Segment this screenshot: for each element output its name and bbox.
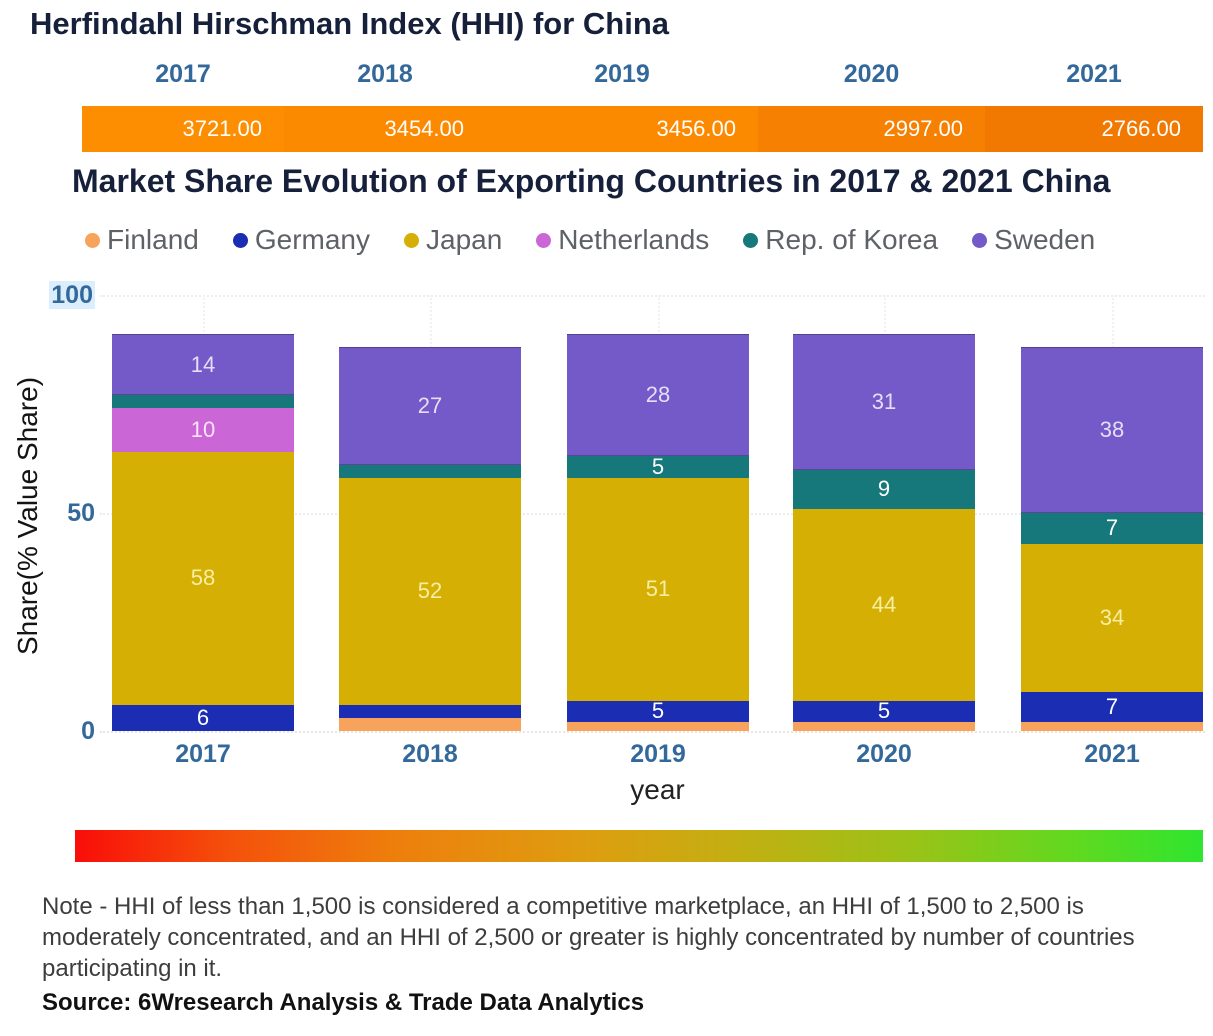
data-label: 27 — [417, 393, 443, 419]
stacked-bar-2017: 6 58 10 14 — [112, 334, 294, 731]
legend-label: Germany — [254, 224, 370, 255]
data-label: 6 — [196, 704, 210, 730]
legend-dot-icon — [743, 232, 759, 248]
bar-segment-2017-sweden[interactable]: 14 — [112, 334, 294, 396]
data-label: 51 — [645, 576, 671, 602]
note-text: Note - HHI of less than 1,500 is conside… — [42, 893, 1135, 982]
data-label: 52 — [417, 578, 443, 604]
bar-segment-2020-japan[interactable]: 44 — [793, 508, 975, 701]
legend-dot-icon — [404, 232, 419, 248]
hhi-color-scale-gradient — [75, 830, 1203, 862]
data-label: 5 — [877, 698, 891, 724]
legend-dot-icon — [85, 232, 100, 248]
y-tick-50: 50 — [67, 499, 95, 527]
legend-item-rep-of-korea[interactable]: Rep. of Korea — [743, 224, 938, 256]
legend-dot-icon — [232, 232, 248, 248]
bar-segment-2018-japan[interactable]: 52 — [339, 478, 521, 705]
data-label: 7 — [1105, 694, 1119, 720]
y-axis-title: Share(% Value Share) — [12, 376, 43, 656]
bar-segment-2019-germany[interactable]: 5 — [567, 698, 749, 724]
data-label: 14 — [190, 351, 216, 377]
legend-item-finland[interactable]: Finland — [85, 224, 199, 256]
legend-dot-icon — [536, 232, 552, 248]
legend-label: Finland — [107, 224, 199, 255]
bar-segment-2019-sweden[interactable]: 28 — [567, 334, 749, 457]
bar-segment-2018-sweden[interactable]: 27 — [339, 347, 521, 466]
bar-segment-2017-japan[interactable]: 58 — [112, 451, 294, 705]
legend-item-japan[interactable]: Japan — [404, 224, 502, 256]
data-label: 5 — [651, 454, 665, 480]
data-label: 9 — [877, 476, 891, 502]
x-axis-title: year — [630, 774, 685, 805]
bar-segment-2017-rep-of-korea[interactable] — [112, 395, 294, 409]
bar-segment-2021-finland[interactable] — [1021, 722, 1203, 731]
bar-segment-2019-finland[interactable] — [567, 722, 749, 731]
legend-item-netherlands[interactable]: Netherlands — [536, 224, 709, 256]
hhi-year-header-2021: 2021 — [1066, 60, 1122, 88]
data-label: 10 — [190, 417, 216, 443]
bar-segment-2018-germany[interactable] — [339, 704, 521, 718]
legend-dot-icon — [972, 232, 988, 248]
hhi-value-cell-2021[interactable]: 2766.00 — [985, 106, 1203, 152]
x-tick-2017: 2017 — [175, 740, 231, 768]
hhi-year-header-2018: 2018 — [357, 60, 413, 88]
y-tick-100: 100 — [49, 281, 95, 309]
data-label: 5 — [651, 698, 665, 724]
source-text: Source: 6Wresearch Analysis & Trade Data… — [42, 989, 645, 1016]
bar-segment-2021-germany[interactable]: 7 — [1021, 691, 1203, 723]
legend-item-sweden[interactable]: Sweden — [972, 224, 1095, 256]
bar-segment-2018-rep-of-korea[interactable] — [339, 465, 521, 479]
bar-segment-2017-germany[interactable]: 6 — [112, 704, 294, 731]
stacked-bar-2018: 52 27 — [339, 347, 521, 731]
hhi-year-header-2020: 2020 — [843, 60, 900, 88]
bar-segment-2020-sweden[interactable]: 31 — [793, 334, 975, 470]
stacked-bar-2020: 5 44 9 31 — [793, 334, 975, 731]
hhi-value-strip: 3721.00 3454.00 3456.00 2997.00 2766.00 — [82, 106, 1203, 152]
chart-legend: Finland Germany Japan Netherlands Rep. of Ko… — [85, 224, 1095, 256]
x-tick-2021: 2021 — [1084, 740, 1140, 768]
data-label: 34 — [1099, 604, 1125, 630]
legend-label: Rep. of Korea — [765, 224, 939, 255]
bar-segment-2019-rep-of-korea[interactable]: 5 — [567, 454, 749, 480]
data-label: 7 — [1105, 515, 1119, 541]
hhi-value-cell-2018[interactable]: 3454.00 — [284, 106, 486, 152]
data-label: 28 — [645, 382, 671, 408]
bar-segment-2021-rep-of-korea[interactable]: 7 — [1021, 513, 1203, 544]
bar-segment-2020-germany[interactable]: 5 — [793, 698, 975, 724]
data-label: 31 — [871, 388, 897, 414]
hhi-value-cell-2017[interactable]: 3721.00 — [82, 106, 284, 152]
market-share-chart-title: Market Share Evolution of Exporting Coun… — [72, 163, 1111, 199]
hhi-value-cell-2020[interactable]: 2997.00 — [758, 106, 985, 152]
data-label: 38 — [1099, 417, 1125, 443]
legend-item-germany[interactable]: Germany — [232, 224, 370, 256]
legend-label: Japan — [426, 224, 503, 255]
stacked-bar-2021: 7 34 7 38 — [1021, 347, 1203, 731]
gridline-100 — [100, 295, 1205, 297]
data-label: 58 — [190, 565, 216, 591]
stacked-bar-2019: 5 51 5 28 — [567, 334, 749, 731]
bar-segment-2020-finland[interactable] — [793, 722, 975, 731]
hhi-value-cell-2019[interactable]: 3456.00 — [486, 106, 758, 152]
hhi-title: Herfindahl Hirschman Index (HHI) for Chi… — [30, 6, 670, 41]
hhi-year-header-2019: 2019 — [594, 60, 650, 88]
gridline-0 — [100, 731, 1205, 733]
bar-segment-2021-japan[interactable]: 34 — [1021, 543, 1203, 692]
x-tick-2019: 2019 — [630, 740, 686, 768]
x-tick-2018: 2018 — [402, 740, 458, 768]
legend-label: Sweden — [994, 224, 1096, 255]
bar-segment-2020-rep-of-korea[interactable]: 9 — [793, 469, 975, 509]
x-tick-2020: 2020 — [856, 740, 912, 768]
bar-segment-2019-japan[interactable]: 51 — [567, 478, 749, 701]
bar-segment-2018-finland[interactable] — [339, 717, 521, 731]
y-tick-0: 0 — [81, 717, 95, 745]
bar-segment-2021-sweden[interactable]: 38 — [1021, 347, 1203, 514]
data-label: 44 — [871, 591, 897, 617]
hhi-year-header-2017: 2017 — [155, 60, 211, 88]
bar-segment-2017-netherlands[interactable]: 10 — [112, 408, 294, 452]
legend-label: Netherlands — [558, 224, 710, 255]
